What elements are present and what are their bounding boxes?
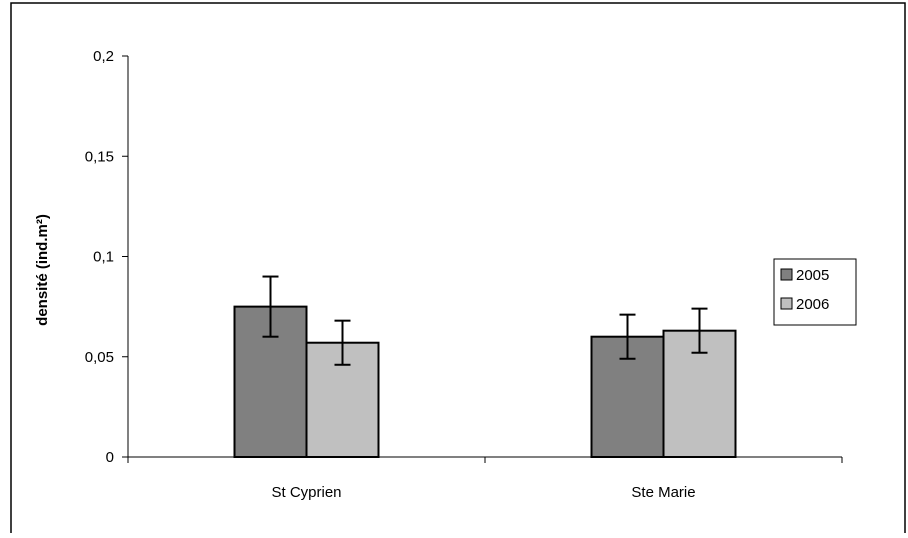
legend-swatch-2006: [780, 297, 793, 310]
category-label: Ste Marie: [631, 484, 695, 501]
legend-swatch-2005: [780, 268, 793, 281]
bar-2005-1: [590, 335, 665, 459]
chart-frame: [10, 2, 906, 538]
y-tick-label: 0,15: [85, 148, 114, 165]
legend-label-2006: 2006: [796, 296, 829, 313]
category-label: St Cyprien: [271, 484, 341, 501]
y-tick-label: 0: [106, 449, 114, 466]
y-tick-label: 0,1: [93, 249, 114, 266]
y-tick-label: 0,2: [93, 48, 114, 65]
legend: 2005 2006: [773, 258, 857, 326]
bar-2006-0: [305, 341, 380, 458]
y-tick-label: 0,05: [85, 349, 114, 366]
legend-label-2005: 2005: [796, 267, 829, 284]
y-axis-label: densité (ind.m²): [34, 214, 51, 326]
